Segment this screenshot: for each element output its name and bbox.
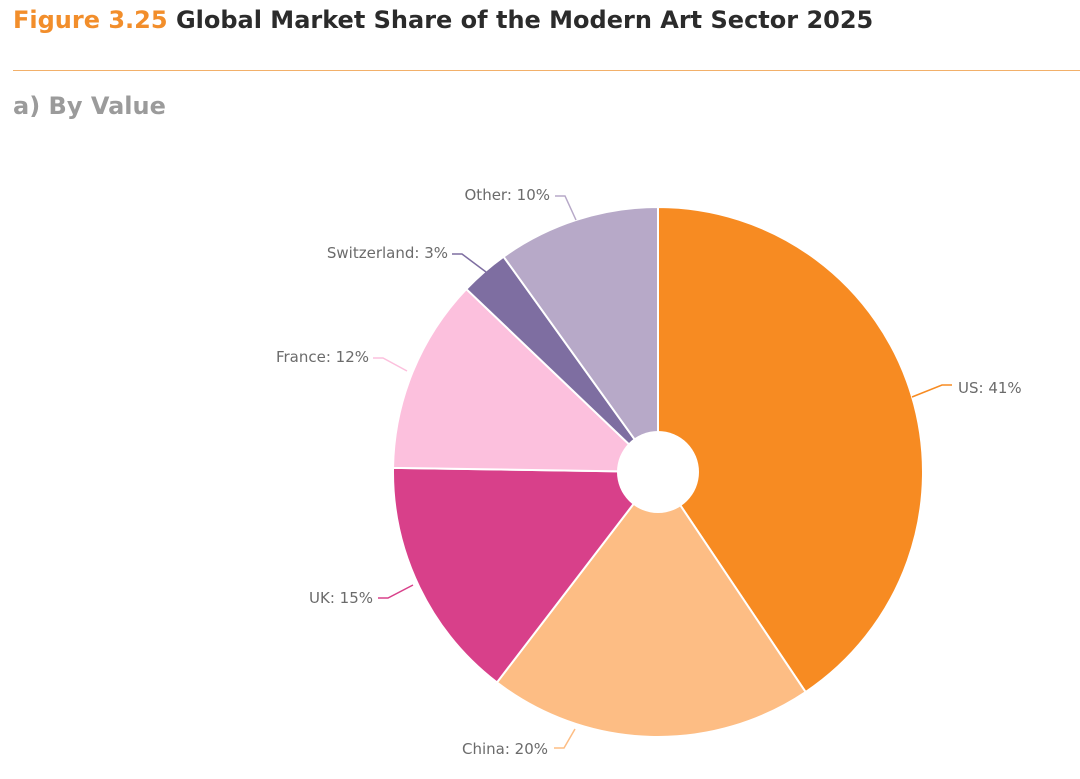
- chart-subtitle: a) By Value: [13, 92, 166, 120]
- figure-number: Figure 3.25: [13, 6, 168, 34]
- leader-line-uk: [378, 584, 414, 599]
- label-leaders: [373, 195, 952, 749]
- header-divider: [13, 70, 1080, 71]
- leader-line-france: [373, 357, 408, 372]
- figure-title: Global Market Share of the Modern Art Se…: [175, 6, 874, 34]
- figure-header: Figure 3.25 Global Market Share of the M…: [13, 6, 873, 34]
- leader-line-china: [554, 728, 576, 749]
- leader-line-us: [911, 384, 952, 398]
- slice-label-france: France: 12%: [276, 348, 369, 366]
- pie-slice-uk: [392, 466, 659, 684]
- pie-center-hole: [617, 431, 699, 513]
- pie-slice-china: [495, 471, 807, 738]
- pie-slice-france: [392, 288, 659, 473]
- slice-label-other: Other: 10%: [465, 186, 551, 204]
- pie-slices: [392, 206, 924, 738]
- slice-label-us: US: 41%: [958, 379, 1022, 397]
- leader-line-other: [555, 195, 577, 221]
- pie-slice-us: [657, 206, 924, 694]
- slice-label-switzerland: Switzerland: 3%: [327, 244, 448, 262]
- pie-slice-other: [502, 206, 659, 473]
- slice-labels: US: 41% China: 20% UK: 15% France: 12% Switz…: [276, 186, 1022, 758]
- slice-label-uk: UK: 15%: [309, 589, 373, 607]
- leader-line-switzerland: [452, 253, 487, 273]
- slice-label-china: China: 20%: [462, 740, 548, 758]
